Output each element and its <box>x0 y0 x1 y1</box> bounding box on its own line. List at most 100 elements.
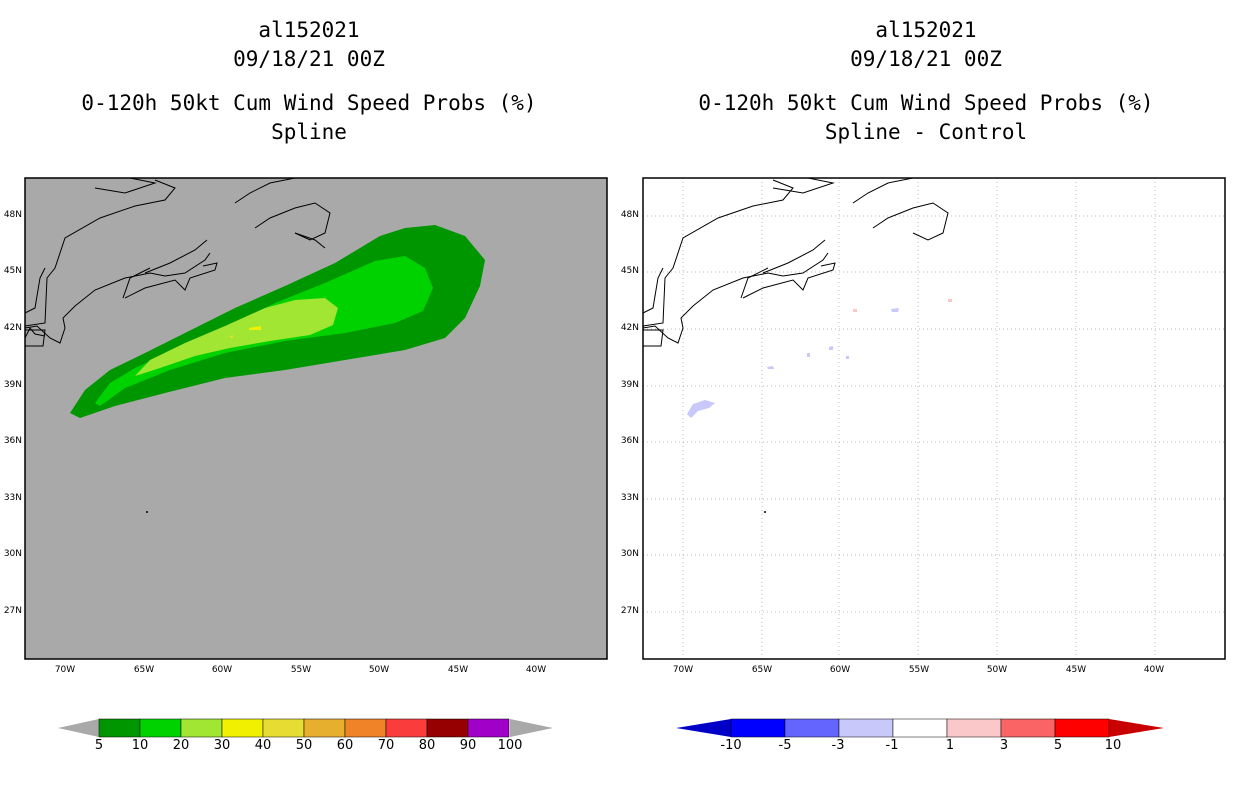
right-colorbar-label: 10 <box>1104 738 1122 753</box>
right-lon-tick: 50W <box>986 665 1008 675</box>
left-colorbar-label: 100 <box>497 738 523 753</box>
right-lat-tick: 42N <box>620 323 639 333</box>
left-colorbar-cell <box>139 718 182 738</box>
right-lat-tick: 36N <box>620 436 639 446</box>
left-colorbar-label: 10 <box>131 738 149 753</box>
left-lat-tick: 48N <box>3 210 22 220</box>
left-product-title: 0-120h 50kt Cum Wind Speed Probs (%) <box>81 91 537 115</box>
right-colorbar-cells <box>676 718 1164 738</box>
right-colorbar-label: -10 <box>720 738 742 753</box>
right-lat-tick: 45N <box>620 266 639 276</box>
right-colorbar-cell <box>1054 718 1110 738</box>
right-colorbar-over-arrow <box>1109 719 1164 737</box>
left-colorbar-cell <box>303 718 346 738</box>
right-lat-tick: 27N <box>620 606 639 616</box>
left-coastline <box>24 177 331 347</box>
right-lat-tick: 33N <box>620 493 639 503</box>
left-map-frame <box>24 177 608 660</box>
left-lon-tick: 65W <box>133 665 155 675</box>
right-colorbar-cell <box>838 718 894 738</box>
left-colorbar-label: 50 <box>295 738 313 753</box>
diff-negative-spot <box>846 356 849 359</box>
left-lon-tick: 45W <box>447 665 469 675</box>
right-colorbar-label: 3 <box>999 738 1009 753</box>
left-subtitle: Spline <box>271 120 347 144</box>
right-colorbar <box>676 718 1164 738</box>
left-colorbar-label: 60 <box>336 738 354 753</box>
prob-contour-20 <box>135 298 338 376</box>
left-datetime: 09/18/21 00Z <box>233 47 385 71</box>
left-lon-tick: 40W <box>525 665 547 675</box>
right-product-title: 0-120h 50kt Cum Wind Speed Probs (%) <box>698 91 1154 115</box>
right-colorbar-cell <box>892 718 948 738</box>
diff-negative-spot <box>767 366 774 369</box>
diff-negative-spot <box>807 353 810 357</box>
left-colorbar-cells <box>98 718 510 738</box>
right-lon-tick: 45W <box>1065 665 1087 675</box>
left-colorbar-cell <box>467 718 510 738</box>
left-colorbar-cell <box>262 718 305 738</box>
diff-positive-spot <box>853 309 857 312</box>
right-gridlines <box>643 178 1225 659</box>
right-lon-tick: 65W <box>751 665 773 675</box>
small-island-marker <box>146 511 148 513</box>
right-map-background <box>643 178 1225 659</box>
right-map-frame <box>642 177 1226 660</box>
right-lat-tick: 30N <box>620 549 639 559</box>
left-colorbar-cell <box>385 718 428 738</box>
right-datetime: 09/18/21 00Z <box>850 47 1002 71</box>
diff-negative-spot <box>829 346 833 350</box>
left-colorbar-label: 40 <box>254 738 272 753</box>
right-colorbar-label: -3 <box>831 738 845 753</box>
right-colorbar-cell <box>1000 718 1056 738</box>
left-colorbar-over-arrow <box>510 719 553 737</box>
left-colorbar-label: 90 <box>459 738 477 753</box>
right-colorbar-label: 1 <box>945 738 955 753</box>
left-lon-tick: 60W <box>211 665 233 675</box>
right-colorbar-label: -1 <box>885 738 899 753</box>
left-lat-tick: 30N <box>3 549 22 559</box>
left-colorbar-label: 80 <box>418 738 436 753</box>
right-lat-tick: 48N <box>620 210 639 220</box>
left-colorbar <box>58 718 553 738</box>
left-map-background <box>25 178 607 659</box>
left-lat-tick: 39N <box>3 380 22 390</box>
left-colorbar-label: 30 <box>213 738 231 753</box>
right-lon-tick: 40W <box>1143 665 1165 675</box>
left-colorbar-under-arrow <box>58 719 99 737</box>
left-lon-tick: 70W <box>54 665 76 675</box>
left-colorbar-cell <box>221 718 264 738</box>
left-colorbar-cell <box>344 718 387 738</box>
right-lon-tick: 60W <box>829 665 851 675</box>
right-coastline <box>642 177 949 347</box>
diff-negative-blob <box>687 400 715 418</box>
right-lat-tick: 39N <box>620 380 639 390</box>
left-storm-id: al152021 <box>258 18 360 42</box>
prob-contour-40 <box>230 335 233 338</box>
right-lon-tick: 70W <box>672 665 694 675</box>
right-colorbar-cell <box>784 718 840 738</box>
left-colorbar-cell <box>98 718 141 738</box>
right-lon-tick: 55W <box>908 665 930 675</box>
small-island-marker <box>764 511 766 513</box>
left-lon-tick: 55W <box>290 665 312 675</box>
right-colorbar-label: -5 <box>778 738 792 753</box>
left-colorbar-cell <box>180 718 223 738</box>
left-lat-tick: 33N <box>3 493 22 503</box>
left-lat-tick: 45N <box>3 266 22 276</box>
diff-negative-spot <box>891 308 899 312</box>
left-colorbar-label: 5 <box>94 738 104 753</box>
left-lat-tick: 42N <box>3 323 22 333</box>
right-colorbar-cell <box>946 718 1002 738</box>
left-lat-tick: 36N <box>3 436 22 446</box>
left-lat-tick: 27N <box>3 606 22 616</box>
right-map <box>642 177 1226 660</box>
right-colorbar-under-arrow <box>676 719 731 737</box>
left-colorbar-label: 20 <box>172 738 190 753</box>
right-storm-id: al152021 <box>875 18 977 42</box>
left-lon-tick: 50W <box>368 665 390 675</box>
right-colorbar-label: 5 <box>1053 738 1063 753</box>
prob-contour-30 <box>249 326 261 330</box>
right-colorbar-cell <box>730 718 786 738</box>
right-subtitle: Spline - Control <box>824 120 1028 144</box>
